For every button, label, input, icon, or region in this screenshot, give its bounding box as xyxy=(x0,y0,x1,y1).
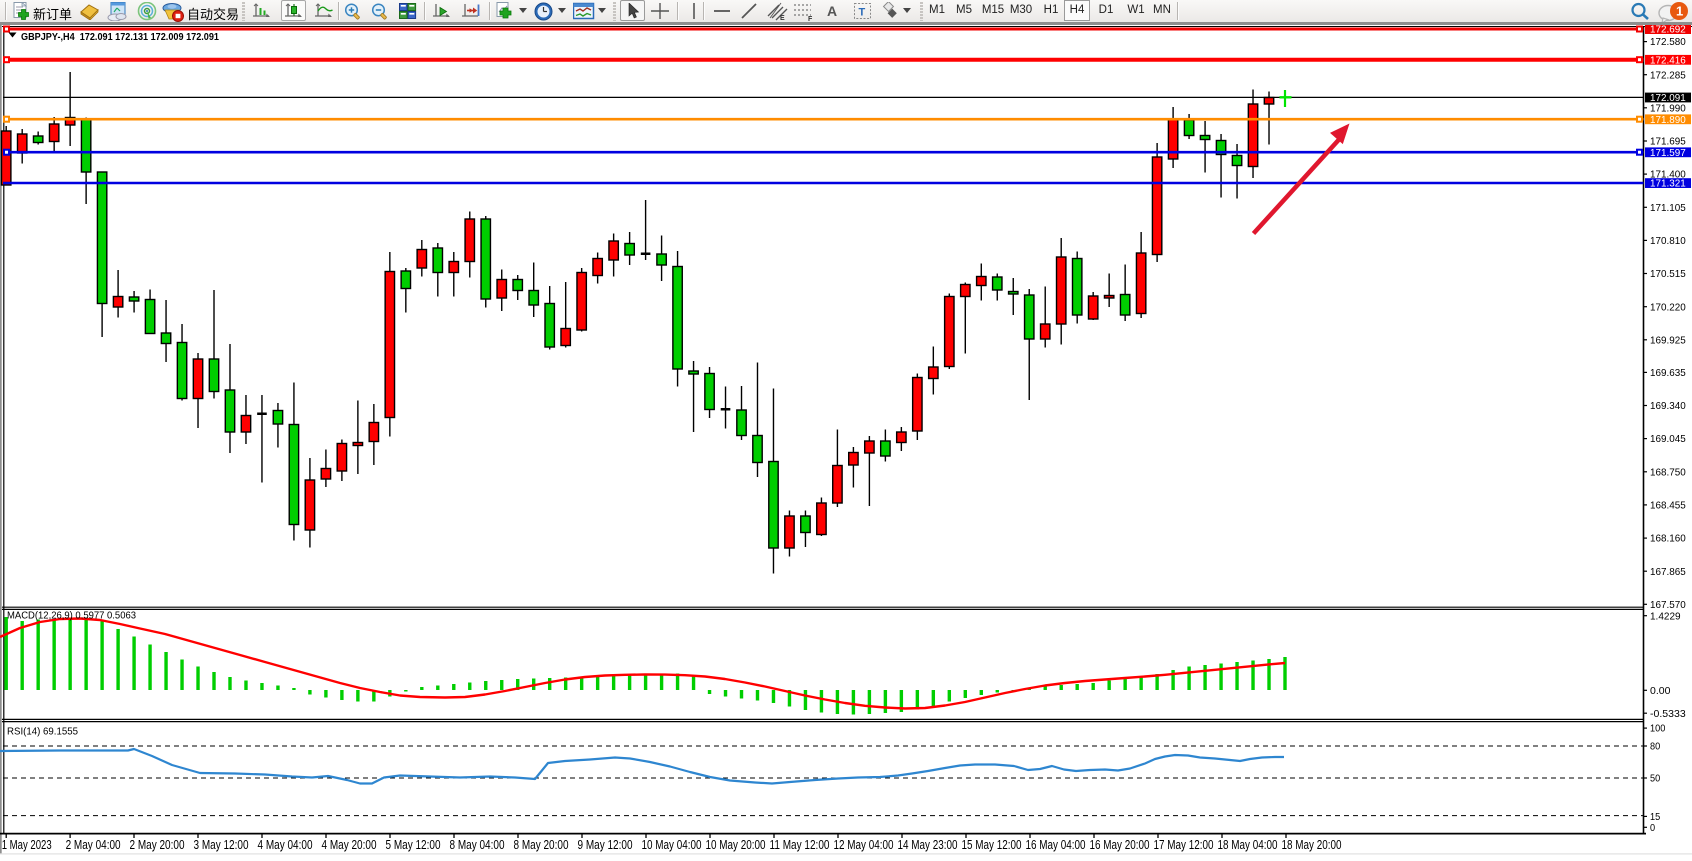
svg-text:50: 50 xyxy=(1650,773,1660,785)
svg-text:MACD(12,26,9) 0.5977 0.5063: MACD(12,26,9) 0.5977 0.5063 xyxy=(7,610,136,622)
svg-text:8 May 04:00: 8 May 04:00 xyxy=(450,838,505,852)
svg-text:16 May 04:00: 16 May 04:00 xyxy=(1026,838,1086,852)
svg-text:171.105: 171.105 xyxy=(1650,202,1686,214)
svg-text:169.340: 169.340 xyxy=(1650,400,1686,412)
svg-text:172.692: 172.692 xyxy=(1650,24,1686,36)
svg-text:100: 100 xyxy=(1650,723,1665,735)
svg-text:0.00: 0.00 xyxy=(1650,685,1671,697)
svg-text:172.285: 172.285 xyxy=(1650,69,1686,81)
svg-text:172.091: 172.091 xyxy=(1650,92,1686,104)
svg-text:80: 80 xyxy=(1650,741,1660,753)
svg-text:170.220: 170.220 xyxy=(1650,301,1686,313)
svg-text:16 May 20:00: 16 May 20:00 xyxy=(1090,838,1150,852)
svg-text:169.045: 169.045 xyxy=(1650,433,1686,445)
svg-text:-0.5333: -0.5333 xyxy=(1650,708,1686,720)
svg-text:2 May 04:00: 2 May 04:00 xyxy=(66,838,121,852)
svg-text:15: 15 xyxy=(1650,811,1660,823)
svg-text:171.890: 171.890 xyxy=(1650,114,1686,126)
svg-text:171.597: 171.597 xyxy=(1650,147,1686,159)
svg-text:171.695: 171.695 xyxy=(1650,136,1686,148)
svg-text:18 May 04:00: 18 May 04:00 xyxy=(1218,838,1278,852)
svg-text:167.570: 167.570 xyxy=(1650,599,1686,611)
svg-text:168.455: 168.455 xyxy=(1650,500,1686,512)
svg-text:168.750: 168.750 xyxy=(1650,466,1686,478)
svg-text:1: 1 xyxy=(1676,4,1683,19)
svg-text:RSI(14) 69.1555: RSI(14) 69.1555 xyxy=(7,726,78,738)
svg-text:170.515: 170.515 xyxy=(1650,268,1686,280)
svg-text:167.865: 167.865 xyxy=(1650,566,1686,578)
svg-text:1.4229: 1.4229 xyxy=(1650,610,1681,622)
svg-text:9 May 12:00: 9 May 12:00 xyxy=(578,838,633,852)
svg-text:GBPJPY-,H4 172.091 172.131 17: GBPJPY-,H4 172.091 172.131 172.009 172.0… xyxy=(21,32,219,43)
svg-text:172.416: 172.416 xyxy=(1650,54,1686,66)
svg-text:11 May 12:00: 11 May 12:00 xyxy=(770,838,830,852)
svg-text:4 May 20:00: 4 May 20:00 xyxy=(322,838,377,852)
svg-text:4 May 04:00: 4 May 04:00 xyxy=(258,838,313,852)
svg-text:170.810: 170.810 xyxy=(1650,235,1686,247)
svg-text:8 May 20:00: 8 May 20:00 xyxy=(514,838,569,852)
svg-text:10 May 04:00: 10 May 04:00 xyxy=(642,838,702,852)
svg-text:10 May 20:00: 10 May 20:00 xyxy=(706,838,766,852)
svg-text:E: E xyxy=(780,15,785,21)
svg-text:12 May 04:00: 12 May 04:00 xyxy=(834,838,894,852)
svg-text:17 May 12:00: 17 May 12:00 xyxy=(1154,838,1214,852)
svg-text:169.635: 169.635 xyxy=(1650,367,1686,379)
svg-text:15 May 12:00: 15 May 12:00 xyxy=(962,838,1022,852)
svg-text:3 May 12:00: 3 May 12:00 xyxy=(194,838,249,852)
svg-text:2 May 20:00: 2 May 20:00 xyxy=(130,838,185,852)
svg-text:171.321: 171.321 xyxy=(1650,178,1686,190)
svg-text:T: T xyxy=(859,7,866,19)
svg-text:172.580: 172.580 xyxy=(1650,36,1686,48)
svg-text:18 May 20:00: 18 May 20:00 xyxy=(1282,838,1342,852)
svg-text:0: 0 xyxy=(1650,822,1655,834)
svg-text:F: F xyxy=(808,16,813,21)
svg-text:5 May 12:00: 5 May 12:00 xyxy=(386,838,441,852)
svg-text:171.990: 171.990 xyxy=(1650,102,1686,114)
svg-text:1 May 2023: 1 May 2023 xyxy=(2,838,52,852)
svg-text:169.925: 169.925 xyxy=(1650,334,1686,346)
svg-text:168.160: 168.160 xyxy=(1650,533,1686,545)
svg-text:14 May 23:00: 14 May 23:00 xyxy=(898,838,958,852)
svg-text:171.400: 171.400 xyxy=(1650,169,1686,181)
